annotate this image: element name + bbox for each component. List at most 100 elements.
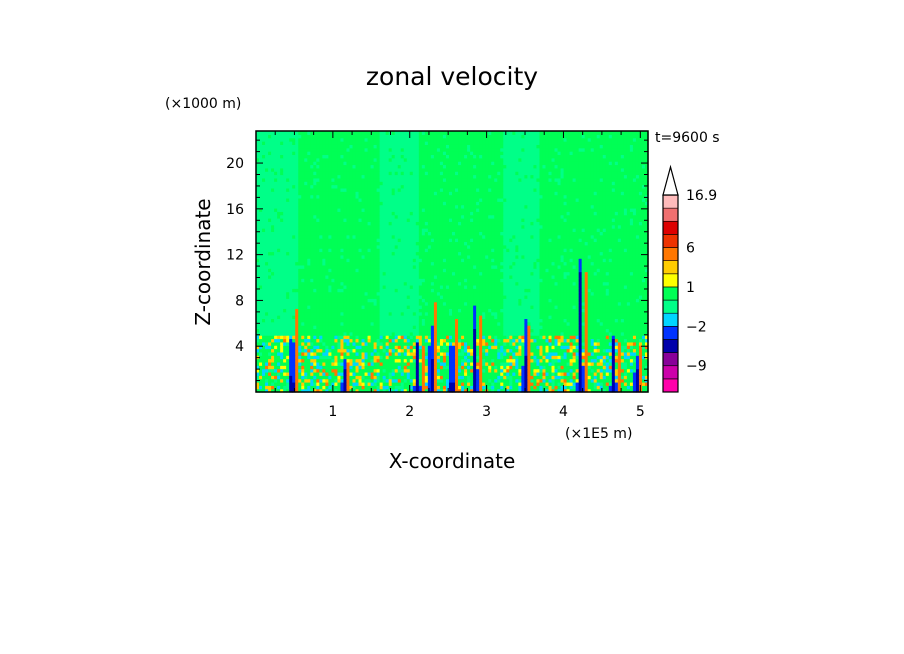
heatmap-cell [373, 308, 378, 313]
heatmap-cell [521, 301, 525, 306]
heatmap-cell [256, 308, 260, 313]
heatmap-cell [452, 278, 456, 283]
heatmap-cell [391, 341, 396, 346]
heatmap-cell [328, 348, 332, 353]
heatmap-cell [617, 365, 622, 370]
heatmap-cell [464, 321, 468, 326]
heatmap-cell [415, 345, 420, 350]
heatmap-cell [409, 294, 414, 299]
heatmap-cell [259, 368, 263, 373]
heatmap-cell [421, 338, 426, 343]
heatmap-cell [461, 335, 465, 340]
heatmap-cell [644, 371, 649, 376]
heatmap-cell [268, 318, 272, 323]
heatmap-cell [623, 368, 628, 373]
heatmap-cell [277, 338, 281, 343]
heatmap-cell [340, 281, 345, 286]
heatmap-cell [382, 321, 387, 326]
heatmap-cell [289, 375, 293, 380]
heatmap-cell [304, 385, 308, 390]
heatmap-cell [473, 288, 477, 293]
heatmap-cell [391, 291, 396, 296]
heatmap-cell [379, 284, 384, 289]
heatmap-cell [274, 381, 278, 386]
heatmap-cell [379, 274, 384, 279]
heatmap-cell [635, 288, 640, 293]
heatmap-cell [397, 381, 402, 386]
heatmap-cell [533, 388, 538, 393]
heatmap-cell [259, 375, 263, 380]
heatmap-cell [376, 298, 381, 303]
heatmap-cell [433, 331, 438, 336]
heatmap-cell [424, 268, 429, 273]
heatmap-cell [400, 371, 405, 376]
heatmap-cell [289, 311, 293, 316]
heatmap-cell [485, 321, 489, 326]
heatmap-cell [337, 335, 342, 340]
heatmap-cell [530, 268, 535, 273]
heatmap-cell [479, 281, 483, 286]
heatmap-cell [488, 338, 492, 343]
heatmap-cell [403, 365, 408, 370]
heatmap-cell [575, 284, 580, 289]
heatmap-cell [629, 341, 634, 346]
heatmap-cell [527, 341, 531, 346]
heatmap-cell [328, 318, 332, 323]
heatmap-cell [406, 281, 411, 286]
heatmap-cell [319, 301, 323, 306]
heatmap-cell [304, 358, 308, 363]
heatmap-cell [455, 298, 459, 303]
heatmap-cell [328, 298, 332, 303]
heatmap-cell [352, 368, 357, 373]
heatmap-cell [530, 358, 535, 363]
heatmap-cell [349, 358, 354, 363]
heatmap-cell [331, 355, 335, 360]
heatmap-cell [590, 318, 595, 323]
heatmap-cell [548, 338, 553, 343]
heatmap-cell [545, 361, 550, 366]
heatmap-cell [406, 345, 411, 350]
heatmap-cell [515, 328, 519, 333]
heatmap-cell [533, 311, 538, 316]
heatmap-cell [424, 331, 429, 336]
heatmap-cell [593, 278, 598, 283]
heatmap-cell [442, 375, 447, 380]
heatmap-cell [406, 298, 411, 303]
heatmap-cell [340, 358, 345, 363]
heatmap-cell [265, 268, 269, 273]
heatmap-cell [503, 365, 507, 370]
heatmap-cell [524, 278, 528, 283]
heatmap-cell [629, 325, 634, 330]
heatmap-cell [313, 361, 317, 366]
heatmap-cell [265, 281, 269, 286]
heatmap-cell [343, 321, 348, 326]
heatmap-cell [382, 274, 387, 279]
heatmap-cell [524, 375, 528, 380]
heatmap-cell [470, 281, 474, 286]
heatmap-cell [452, 284, 456, 289]
heatmap-cell [479, 375, 483, 380]
heatmap-cell [611, 341, 616, 346]
heatmap-cell [346, 368, 351, 373]
heatmap-cell [277, 361, 281, 366]
heatmap-cell [521, 345, 525, 350]
heatmap-cell [388, 348, 393, 353]
heatmap-cell [539, 385, 544, 390]
heatmap-cell [605, 305, 610, 309]
heatmap-cell [340, 361, 345, 366]
heatmap-cell [307, 308, 311, 313]
heatmap-cell [382, 281, 387, 286]
heatmap-cell [605, 294, 610, 299]
heatmap-cell [436, 321, 441, 326]
heatmap-cell [412, 361, 417, 366]
heatmap-cell [566, 361, 571, 366]
heatmap-cell [461, 284, 465, 289]
heatmap-cell [286, 365, 290, 370]
heatmap-cell [569, 328, 574, 333]
heatmap-cell [521, 294, 525, 299]
heatmap-cell [424, 311, 429, 316]
heatmap-cell [623, 375, 628, 380]
heatmap-cell [626, 305, 631, 309]
heatmap-cell [256, 331, 260, 336]
heatmap-cell [587, 341, 592, 346]
